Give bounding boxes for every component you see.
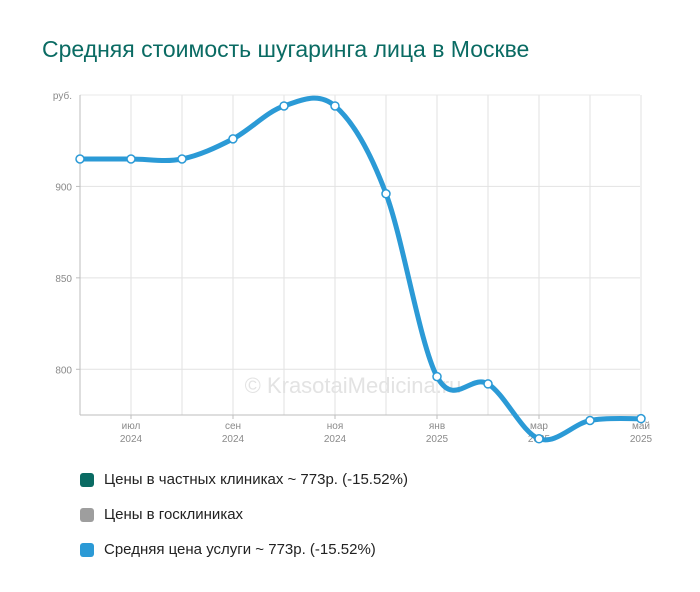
legend-label-private: Цены в частных клиниках ~ 773р. (-15.52%… bbox=[104, 471, 408, 488]
x-tick-month: мар bbox=[530, 421, 548, 432]
legend-item-private[interactable]: Цены в частных клиниках ~ 773р. (-15.52%… bbox=[80, 462, 408, 497]
x-tick-year: 2024 bbox=[120, 434, 143, 445]
y-tick-label: 850 bbox=[55, 274, 72, 285]
grid-lines bbox=[79, 94, 642, 415]
data-point[interactable] bbox=[279, 101, 289, 111]
legend: Цены в частных клиниках ~ 773р. (-15.52%… bbox=[80, 462, 408, 567]
x-tick-month: сен bbox=[225, 421, 241, 432]
watermark: © KrasotaiMedicina.ru bbox=[245, 373, 462, 398]
x-tick-month: июл bbox=[122, 421, 141, 432]
data-points bbox=[75, 101, 646, 444]
data-point[interactable] bbox=[534, 434, 544, 444]
x-tick-month: ноя bbox=[327, 421, 344, 432]
y-tick-label: 900 bbox=[55, 182, 72, 193]
chart-title: Средняя стоимость шугаринга лица в Москв… bbox=[42, 36, 530, 62]
data-point[interactable] bbox=[75, 154, 85, 164]
data-point[interactable] bbox=[330, 101, 340, 111]
legend-item-public[interactable]: Цены в госклиниках bbox=[80, 497, 408, 532]
x-tick-month: янв bbox=[429, 421, 445, 432]
x-tick-year: 2025 bbox=[426, 434, 449, 445]
x-tick-year: 2025 bbox=[630, 434, 653, 445]
y-tick-label: 800 bbox=[55, 365, 72, 376]
data-point[interactable] bbox=[228, 134, 238, 144]
legend-label-average: Средняя цена услуги ~ 773р. (-15.52%) bbox=[104, 541, 376, 558]
legend-swatch-average bbox=[80, 542, 94, 557]
data-point[interactable] bbox=[585, 415, 595, 426]
x-tick-month: май bbox=[632, 421, 650, 432]
legend-swatch-private bbox=[80, 472, 94, 487]
data-point[interactable] bbox=[432, 371, 442, 382]
data-point[interactable] bbox=[177, 154, 187, 164]
data-point[interactable] bbox=[381, 188, 391, 199]
legend-item-average[interactable]: Средняя цена услуги ~ 773р. (-15.52%) bbox=[80, 532, 408, 567]
y-unit-label: руб. bbox=[53, 90, 72, 102]
x-tick-year: 2024 bbox=[222, 434, 245, 445]
legend-swatch-public bbox=[80, 507, 94, 522]
x-tick-year: 2024 bbox=[324, 434, 347, 445]
data-point[interactable] bbox=[483, 379, 493, 389]
legend-label-public: Цены в госклиниках bbox=[104, 506, 244, 523]
data-point[interactable] bbox=[126, 154, 136, 164]
data-point[interactable] bbox=[636, 413, 646, 424]
